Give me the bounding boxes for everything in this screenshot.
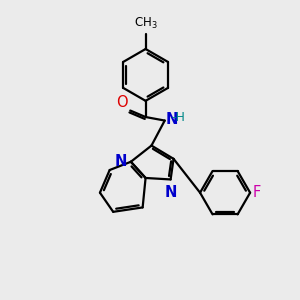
Text: F: F [253,185,261,200]
Text: N: N [165,112,178,127]
Text: CH$_3$: CH$_3$ [134,16,158,31]
Text: N: N [165,185,177,200]
Text: -H: -H [171,111,185,124]
Text: O: O [116,95,128,110]
Text: N: N [115,154,127,169]
